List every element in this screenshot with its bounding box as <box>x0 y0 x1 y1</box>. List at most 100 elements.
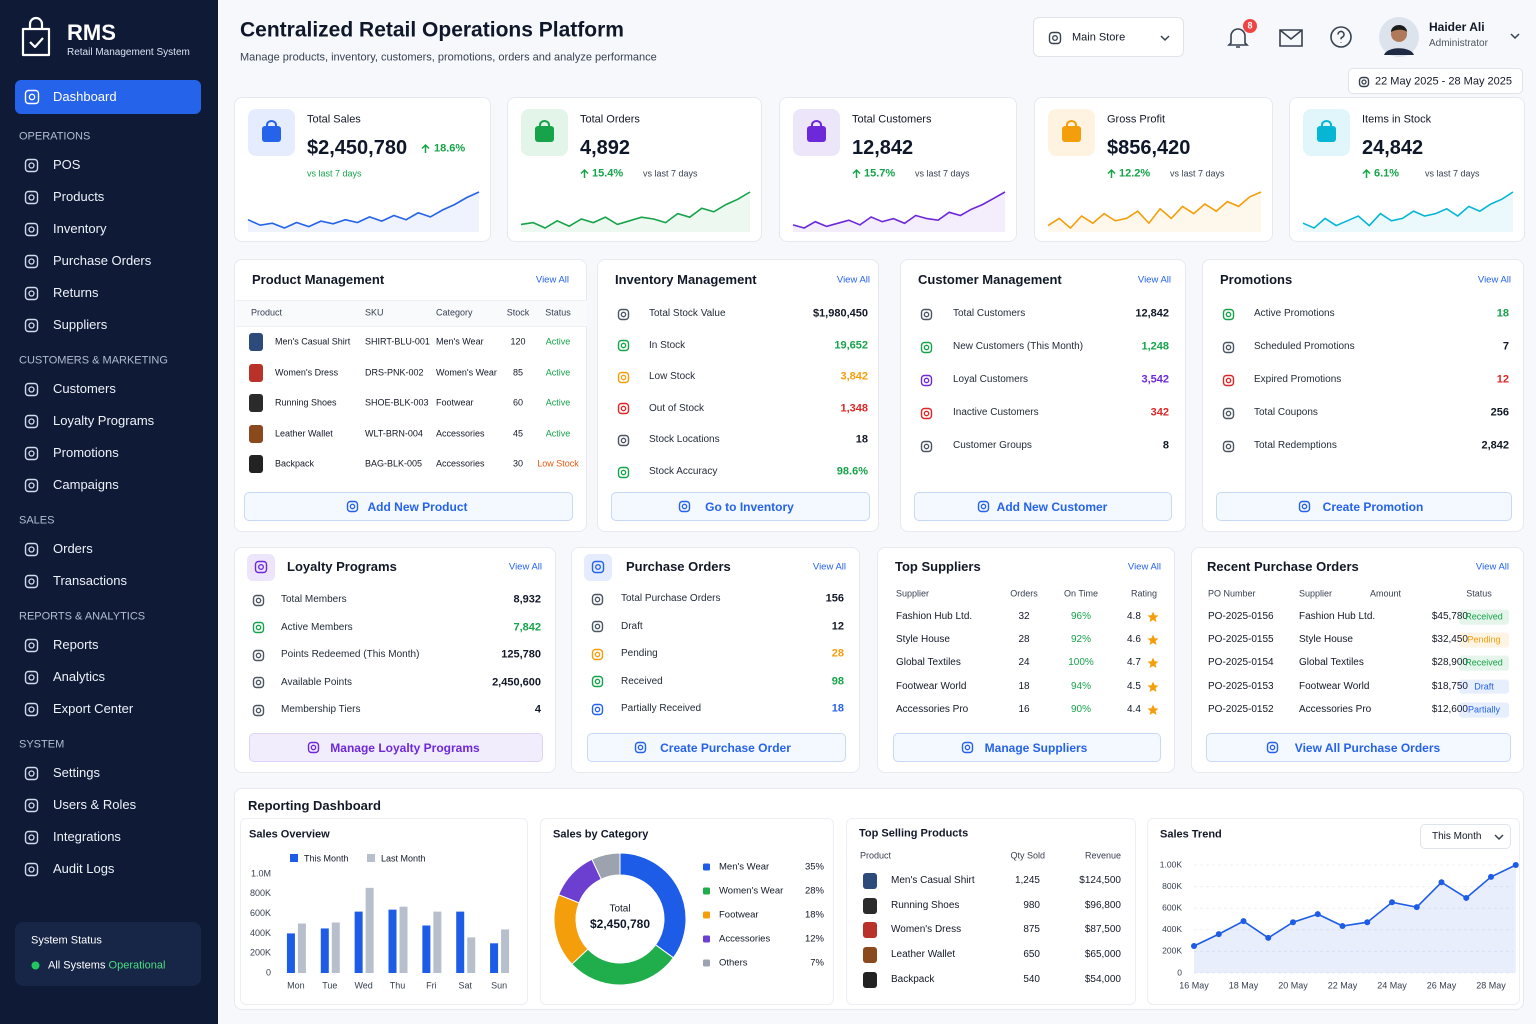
nav-item[interactable]: Analytics <box>15 661 201 693</box>
button-label[interactable]: Create Purchase Order <box>660 740 791 755</box>
action-button[interactable]: Go to Inventory <box>611 492 870 521</box>
nav-item[interactable]: Audit Logs <box>15 853 201 885</box>
panel-title: Recent Purchase Orders <box>1207 559 1359 575</box>
button-label[interactable]: Go to Inventory <box>705 499 794 514</box>
icon-shape <box>252 704 265 716</box>
nav-label[interactable]: Orders <box>53 541 93 557</box>
nav-label[interactable]: Settings <box>53 765 100 781</box>
table-cell: Running Shoes <box>891 899 960 911</box>
action-button[interactable]: Add New Product <box>244 492 573 521</box>
nav-label[interactable]: Suppliers <box>53 317 108 333</box>
view-all-link[interactable]: View All <box>1477 274 1511 286</box>
table-cell: Low Stock <box>537 458 579 469</box>
icon <box>591 648 604 660</box>
nav-label[interactable]: Users & Roles <box>53 797 137 813</box>
date-range[interactable]: 22 May 2025 - 28 May 2025 <box>1348 68 1523 94</box>
nav-item[interactable]: Campaigns <box>15 469 201 501</box>
button-label[interactable]: Add New Product <box>367 499 468 514</box>
nav-label[interactable]: Returns <box>53 285 99 301</box>
icon-dot <box>964 744 971 751</box>
nav-label[interactable]: Reports <box>53 637 99 653</box>
button-label[interactable]: Create Promotion <box>1322 499 1424 514</box>
user-name: Haider Ali <box>1429 19 1485 34</box>
table-cell: Accessories <box>436 428 485 439</box>
rating-star <box>1147 634 1159 646</box>
view-all-link[interactable]: View All <box>535 274 569 286</box>
nav-label[interactable]: Customers <box>53 381 116 397</box>
button-label[interactable]: Add New Customer <box>996 499 1108 514</box>
period-label[interactable]: This Month <box>1432 831 1482 842</box>
date-range-text[interactable]: 22 May 2025 - 28 May 2025 <box>1375 75 1512 88</box>
nav-item[interactable]: Orders <box>15 533 201 565</box>
row-value: 12 <box>1496 373 1509 386</box>
action-button[interactable]: Manage Loyalty Programs <box>249 733 543 762</box>
nav-item[interactable]: Suppliers <box>15 309 201 341</box>
icon <box>1048 31 1062 45</box>
nav-label[interactable]: Analytics <box>53 669 106 685</box>
nav-label[interactable]: Dashboard <box>53 89 117 105</box>
nav-item[interactable]: Promotions <box>15 437 201 469</box>
nav-label[interactable]: Products <box>53 189 105 205</box>
y-tick-label: 400K <box>250 928 271 938</box>
nav-item[interactable]: Export Center <box>15 693 201 725</box>
view-all-link[interactable]: View All <box>836 274 870 286</box>
row-value: 28 <box>831 647 844 660</box>
view-all-link[interactable]: View All <box>1475 561 1509 573</box>
view-all-link[interactable]: View All <box>1127 561 1161 573</box>
column-header: Category <box>436 307 473 318</box>
nav-label[interactable]: Audit Logs <box>53 861 115 877</box>
nav-item-active[interactable]: Dashboard <box>15 80 201 114</box>
nav-item[interactable]: Reports <box>15 629 201 661</box>
button-label[interactable]: Manage Loyalty Programs <box>330 740 480 755</box>
nav-item[interactable]: Customers <box>15 373 201 405</box>
nav-item[interactable]: Users & Roles <box>15 789 201 821</box>
nav-label[interactable]: Integrations <box>53 829 121 845</box>
nav-item[interactable]: Products <box>15 181 201 213</box>
sparkline-area <box>793 192 1005 232</box>
nav-item[interactable]: Integrations <box>15 821 201 853</box>
nav-item[interactable]: Settings <box>15 757 201 789</box>
table-cell: Fashion Hub Ltd. <box>896 611 973 622</box>
nav-item[interactable]: Loyalty Programs <box>15 405 201 437</box>
nav-label[interactable]: Promotions <box>53 445 119 461</box>
view-all-link[interactable]: View All <box>1137 274 1171 286</box>
view-all-link[interactable]: View All <box>508 561 542 573</box>
nav-label[interactable]: Campaigns <box>53 477 119 493</box>
button-label[interactable]: Manage Suppliers <box>984 740 1088 755</box>
sparkline-area <box>521 192 750 232</box>
table-cell: 120 <box>510 336 526 347</box>
icon-dot <box>28 769 35 777</box>
nav-label[interactable]: Export Center <box>53 701 134 717</box>
row-value: $1,980,450 <box>812 307 868 320</box>
thumb <box>863 922 877 939</box>
action-button[interactable]: Manage Suppliers <box>893 733 1161 762</box>
table-cell: 45 <box>512 428 524 439</box>
store-select[interactable]: Main Store <box>1033 17 1184 57</box>
nav-item[interactable]: Purchase Orders <box>15 245 201 277</box>
nav-label[interactable]: Purchase Orders <box>53 253 152 269</box>
action-button[interactable]: Create Purchase Order <box>587 733 846 762</box>
icon <box>920 341 933 353</box>
sparkline <box>520 191 751 229</box>
nav-item[interactable]: POS <box>15 149 201 181</box>
nav-label[interactable]: Loyalty Programs <box>53 413 155 429</box>
period-select[interactable]: This Month <box>1420 824 1511 849</box>
nav-label[interactable]: Transactions <box>53 573 127 589</box>
action-button[interactable]: Create Promotion <box>1216 492 1512 521</box>
view-all-link[interactable]: View All <box>812 561 846 573</box>
x-tick-label: Sun <box>491 980 507 990</box>
panel-title: Product Management <box>252 272 385 288</box>
nav-label[interactable]: POS <box>53 157 81 173</box>
store-name[interactable]: Main Store <box>1072 31 1126 44</box>
nav-item[interactable]: Inventory <box>15 213 201 245</box>
nav-item[interactable]: Returns <box>15 277 201 309</box>
table-cell: 28 <box>1018 634 1030 646</box>
action-button[interactable]: View All Purchase Orders <box>1206 733 1511 762</box>
icon <box>24 446 39 460</box>
button-label[interactable]: View All Purchase Orders <box>1294 740 1441 755</box>
action-button[interactable]: Add New Customer <box>914 492 1172 521</box>
notification-badge[interactable]: 8 <box>1243 19 1257 33</box>
x-tick-label: Mon <box>287 980 305 990</box>
nav-item[interactable]: Transactions <box>15 565 201 597</box>
nav-label[interactable]: Inventory <box>53 221 107 237</box>
